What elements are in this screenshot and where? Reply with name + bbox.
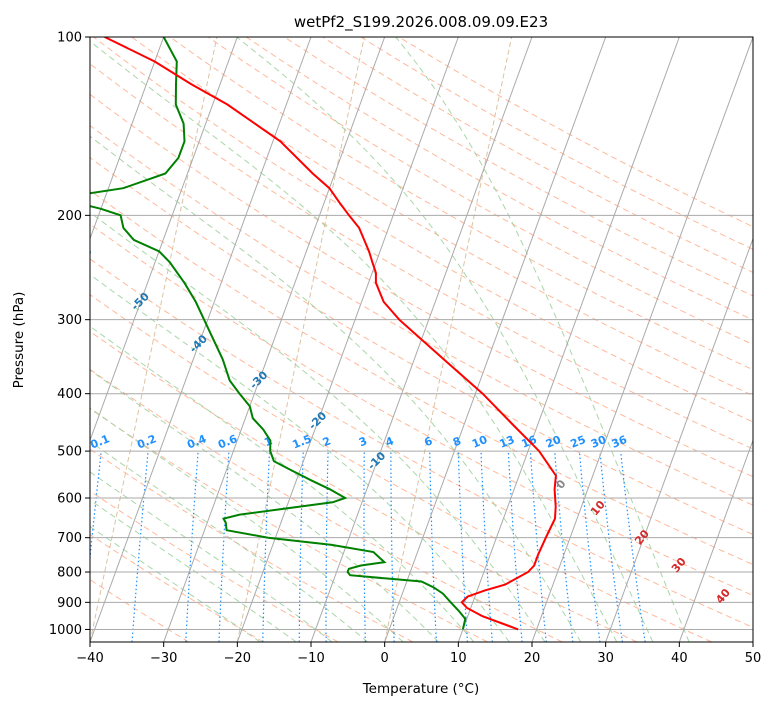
x-axis: −40 −30 −20 −10 0 10 20 30 40 50 — [76, 642, 761, 666]
x-axis-label: Temperature (°C) — [362, 681, 480, 697]
mixing-ratio-label: 1 — [262, 434, 274, 449]
isobar-grid — [90, 37, 753, 630]
y-tick-label: 400 — [57, 387, 82, 402]
y-axis: 100 200 300 400 500 600 700 800 900 1000 — [49, 31, 90, 638]
isotherm-line — [457, 37, 680, 642]
moist-adiabat — [395, 37, 690, 642]
y-tick-label: 200 — [57, 209, 82, 224]
x-tick-label: 20 — [524, 651, 541, 666]
x-tick-label: −10 — [297, 651, 324, 666]
moist-adiabat — [90, 325, 475, 642]
x-tick-label: 40 — [671, 651, 688, 666]
moist-adiabats — [90, 37, 690, 642]
dry-adiabats — [90, 37, 753, 642]
isotherm-line — [678, 438, 753, 642]
dry-adiabat — [90, 156, 753, 536]
dry-adiabat — [90, 124, 753, 506]
moist-adiabat — [90, 40, 618, 642]
y-tick-label: 100 — [57, 31, 82, 46]
dewpoint-profile — [90, 37, 467, 630]
mixing-ratio-label: 3 — [357, 434, 369, 449]
moist-adiabat — [90, 135, 582, 642]
y-axis-label: Pressure (hPa) — [11, 292, 27, 389]
mixing-ratio-label: 2 — [321, 434, 333, 449]
x-tick-label: 10 — [450, 651, 467, 666]
mixing-ratio-line — [529, 451, 547, 642]
moist-adiabat — [90, 440, 369, 642]
isotherm-line — [90, 37, 165, 241]
dry-adiabat — [90, 258, 753, 628]
mixing-ratio-line — [554, 451, 574, 642]
moist-adiabat — [90, 499, 297, 642]
theta-e-line — [384, 37, 513, 642]
mixing-ratio-line — [599, 451, 623, 642]
x-tick-label: −30 — [150, 651, 177, 666]
theta-e-line — [90, 37, 218, 642]
dry-adiabat — [245, 37, 753, 321]
mixing-ratio-label: 8 — [451, 434, 463, 449]
x-tick-label: −20 — [224, 651, 251, 666]
plot-area: 0.10.20.40.611.52346810131620253036-100-… — [15, 37, 753, 642]
moist-adiabat — [236, 37, 654, 642]
isotherm-label: -70 — [15, 197, 38, 220]
y-tick-label: 600 — [57, 492, 82, 507]
x-tick-label: 0 — [381, 651, 389, 666]
mixing-ratio-label: 25 — [569, 433, 588, 451]
mixing-ratio-label: 20 — [544, 433, 563, 451]
moist-adiabat — [90, 369, 439, 642]
dry-adiabat — [90, 294, 712, 642]
isotherm-line — [531, 37, 753, 642]
isotherm-line — [236, 37, 459, 642]
theta-e-lines — [90, 37, 513, 642]
mixing-ratio-label: 36 — [610, 433, 629, 451]
isotherm-line — [90, 37, 238, 442]
y-tick-label: 300 — [57, 313, 82, 328]
y-tick-label: 500 — [57, 445, 82, 460]
dry-adiabat — [90, 368, 563, 642]
isotherm-line — [384, 37, 607, 642]
chart-title: wetPf2_S199.2026.008.09.09.E23 — [294, 13, 548, 32]
moist-adiabat — [90, 407, 404, 642]
x-tick-label: 50 — [745, 651, 762, 666]
mixing-ratio-line — [90, 451, 102, 564]
dry-adiabat — [90, 533, 264, 642]
plot-frame — [89, 36, 754, 643]
temperature-profile — [104, 37, 557, 631]
dry-adiabat — [90, 407, 488, 642]
x-tick-label: 30 — [597, 651, 614, 666]
dry-adiabat — [207, 37, 753, 346]
y-tick-label: 700 — [57, 531, 82, 546]
dry-adiabat — [93, 37, 753, 423]
y-tick-label: 900 — [57, 596, 82, 611]
isotherm-line — [163, 37, 386, 642]
y-tick-label: 1000 — [49, 623, 82, 638]
isotherm-line — [605, 237, 753, 642]
theta-e-line — [236, 37, 365, 642]
moist-adiabat — [90, 525, 261, 642]
dry-adiabat — [90, 63, 753, 450]
mixing-ratio-line — [507, 451, 523, 642]
isotherms — [90, 37, 753, 642]
dry-adiabat — [131, 37, 753, 397]
dry-adiabat — [90, 223, 753, 597]
y-tick-label: 800 — [57, 566, 82, 581]
mixing-ratio-line — [578, 451, 601, 642]
moist-adiabat — [90, 274, 510, 642]
mixing-ratio-label: 10 — [470, 433, 489, 451]
mixing-ratio-line — [620, 451, 646, 642]
moist-adiabat — [90, 471, 333, 642]
mixing-ratio-label: 13 — [497, 433, 516, 451]
mixing-ratio-label: 30 — [589, 433, 608, 451]
x-tick-label: −40 — [76, 651, 103, 666]
dry-adiabat — [90, 490, 339, 642]
isotherm-line — [752, 640, 753, 642]
